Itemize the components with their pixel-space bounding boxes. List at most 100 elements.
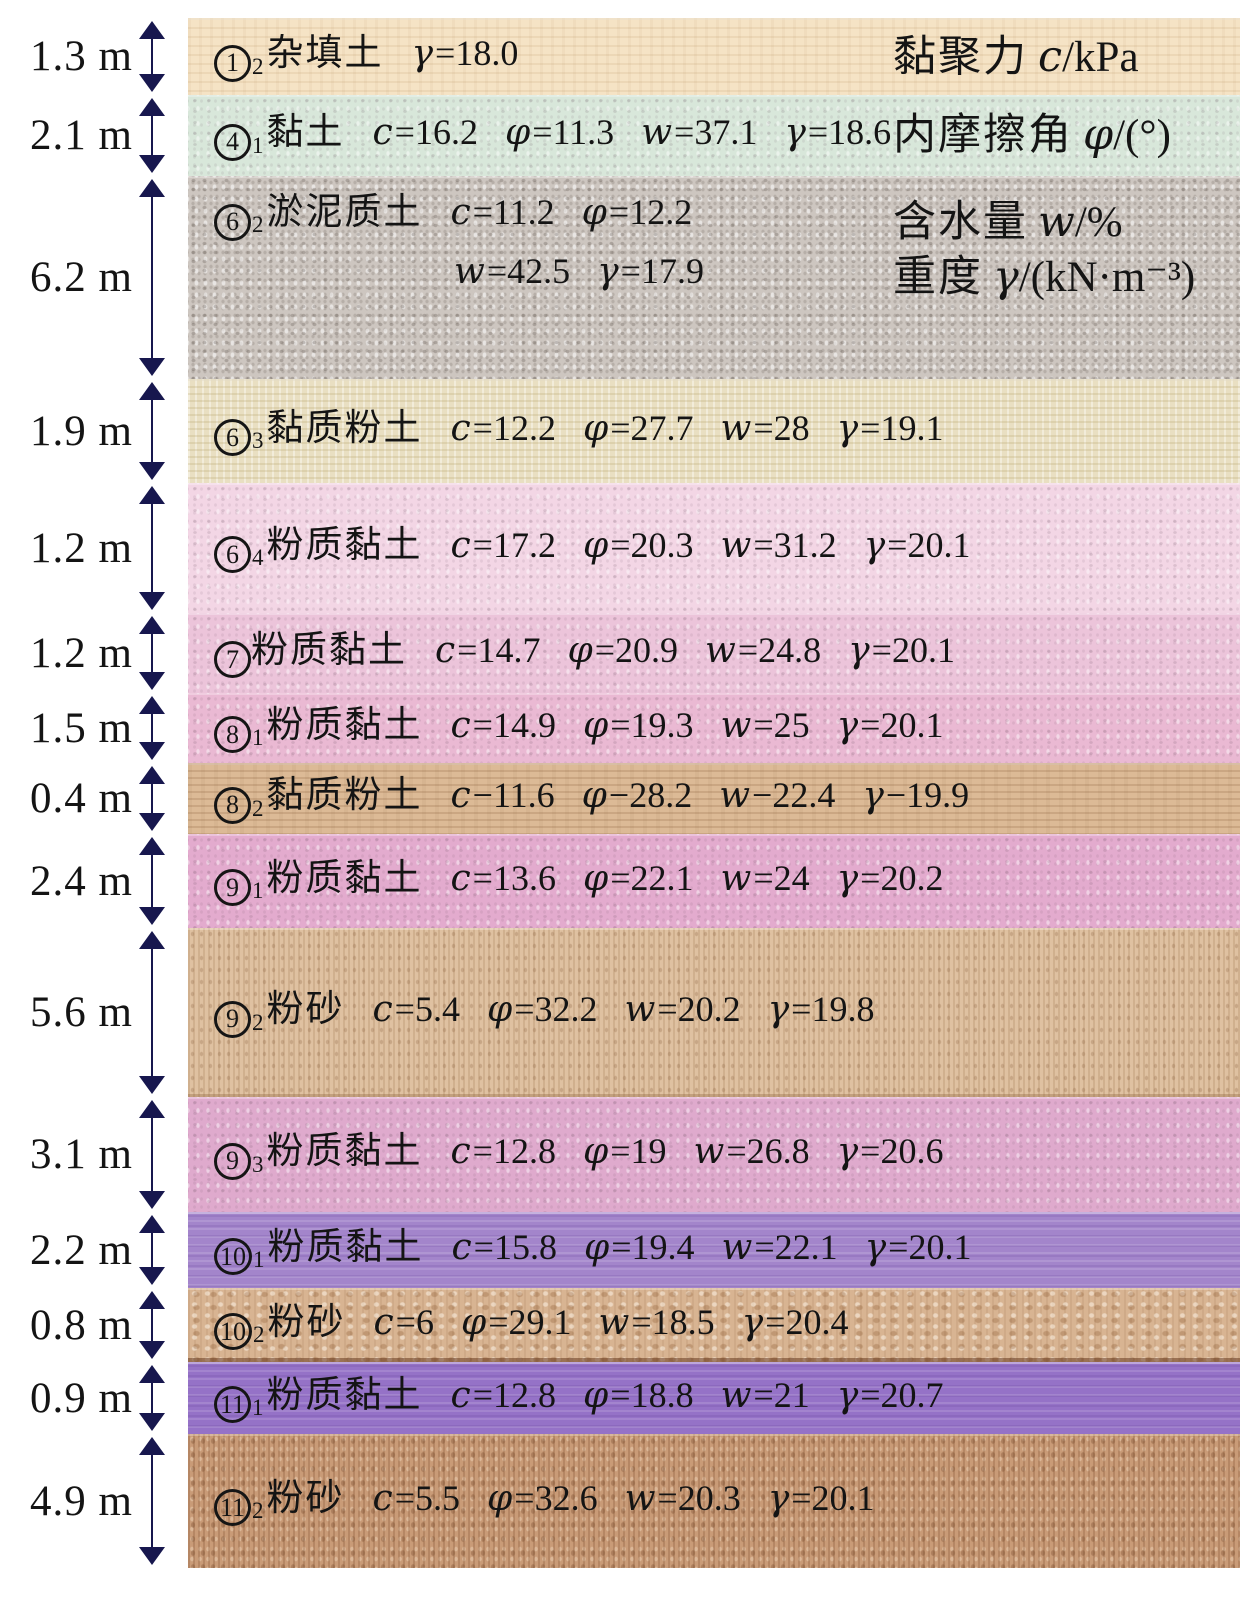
param-value: 28 [773,407,810,448]
param-symbol: φ [581,775,607,817]
soil-param: c=13.6 [451,858,556,899]
soil-layer-caption: 6 3黏质粉土 c=12.2 φ=27.7 w=28 γ=19.1 [188,406,943,457]
dimension-label: 1.5 m [30,704,133,752]
arrow-down-icon [139,742,165,760]
soil-params: c=17.2 φ=20.3 w=31.2 γ=20.1 [451,525,971,566]
param-symbol: w [720,407,752,449]
dimension-row: 4.9 m [0,1434,188,1568]
param-equals: = [394,112,415,153]
soil-param: c=5.4 [373,989,460,1030]
soil-name: 黏质粉土 [266,407,423,449]
param-symbol: c [450,1374,471,1416]
param-value: 20.3 [677,1477,741,1518]
param-symbol: γ [862,775,884,817]
soil-layer: 10 1粉质黏土 c=15.8 φ=19.4 w=22.1 γ=20.1 [188,1212,1240,1288]
legend-line: 重度 γ/(kN·m⁻³) [893,250,1195,305]
arrow-down-icon [139,672,165,690]
soil-param: w−22.4 [719,775,835,816]
soil-param: γ=20.1 [836,704,944,746]
param-equals: = [753,1374,774,1415]
soil-param: γ=19.8 [768,989,875,1030]
soil-layer-caption: 1 2杂填土 γ=18.0 [188,31,518,82]
legend-label: 含水量 [893,199,1028,246]
arrow-up-icon [139,766,165,784]
layer-number-circle: 6 [214,419,251,457]
param-value: 17.2 [492,524,556,565]
param-value: 28.2 [629,775,693,816]
param-equals: = [394,1477,416,1518]
param-value: 14.7 [477,629,541,670]
soil-layer: 11 1粉质黏土 c=12.8 φ=18.8 w=21 γ=20.7 [188,1362,1240,1434]
soil-layer: 1 2杂填土 γ=18.0 [188,18,1240,95]
param-symbol: γ [597,250,619,292]
soil-param: γ=20.1 [768,1477,875,1519]
dimension-arrow [139,766,165,831]
param-equals: = [394,989,415,1030]
dimension-line [151,197,153,358]
soil-param: c=11.2 [450,192,555,233]
param-value: 20.3 [630,524,694,565]
dimension-line [151,504,153,592]
param-equals: = [472,524,493,565]
legend-line: 黏聚力 c/kPa [893,30,1139,85]
soil-param: c=12.2 [451,408,556,449]
soil-param: γ=18.0 [411,33,519,75]
dimension-label: 2.4 m [30,857,133,905]
param-value: 11.3 [552,112,615,153]
dimension-arrow [139,98,165,173]
param-value: 20.1 [891,629,955,670]
param-equals: = [610,857,631,898]
param-equals: = [860,407,881,448]
param-symbol: w [624,989,656,1031]
param-value: 20.6 [880,1131,944,1172]
dimension-line [151,784,153,813]
arrow-up-icon [139,931,165,949]
soil-param: γ=20.4 [742,1302,849,1343]
param-symbol: w [705,629,736,671]
soil-param: φ=12.2 [582,192,693,233]
param-equals: − [885,775,907,816]
soil-param: c=16.2 [373,112,478,153]
soil-param: φ=20.3 [583,524,694,566]
soil-param: γ=20.1 [864,524,971,566]
param-equals: − [608,775,630,816]
arrow-up-icon [139,837,165,855]
soil-name: 粉质黏土 [266,524,423,566]
param-value: 20.1 [908,1226,972,1267]
param-equals: = [791,1477,812,1518]
param-equals: = [611,1226,632,1267]
param-equals: = [610,407,631,448]
param-value: 20.1 [907,524,971,565]
param-equals: = [860,704,881,745]
soil-layer: 7 粉质黏土 c=14.7 φ=20.9 w=24.8 γ=20.1 [188,613,1240,693]
param-symbol: φ [567,629,593,671]
soil-param: φ=11.3 [505,112,615,153]
layer-number-circle: 4 [214,123,251,161]
soil-layer-caption: 6 4粉质黏土 c=17.2 φ=20.3 w=31.2 γ=20.1 [188,523,970,574]
dimension-label: 1.2 m [30,629,133,677]
layer-number-subscript: 1 [253,1247,265,1273]
soil-param: c=14.7 [435,629,541,671]
dimension-label: 4.9 m [30,1477,133,1525]
param-symbol: γ [411,33,434,75]
arrow-down-icon [139,155,165,173]
param-value: 20.1 [880,704,944,745]
param-value: 29.1 [508,1301,572,1342]
layer-number-subscript: 2 [252,795,264,821]
param-value: 19.3 [630,704,694,745]
param-value: 20.2 [880,857,944,898]
soil-param: c=12.8 [450,1374,556,1416]
param-symbol: γ [836,704,859,746]
dimension-line [151,949,153,1076]
legend-symbol: φ [1083,110,1114,160]
dimension-label: 1.3 m [30,33,133,80]
arrow-down-icon [139,1076,165,1094]
param-symbol: c [450,192,471,233]
param-symbol: c [450,524,471,566]
layer-number-circle: 7 [214,641,251,679]
soil-layer: 6 3黏质粉土 c=12.2 φ=27.7 w=28 γ=19.1 [188,379,1240,483]
param-value: 25 [773,704,810,745]
soil-param: w=37.1 [641,112,757,153]
soil-params: c=5.5 φ=32.6 w=20.3 γ=20.1 [373,1478,875,1519]
dimension-arrow [139,1215,165,1285]
